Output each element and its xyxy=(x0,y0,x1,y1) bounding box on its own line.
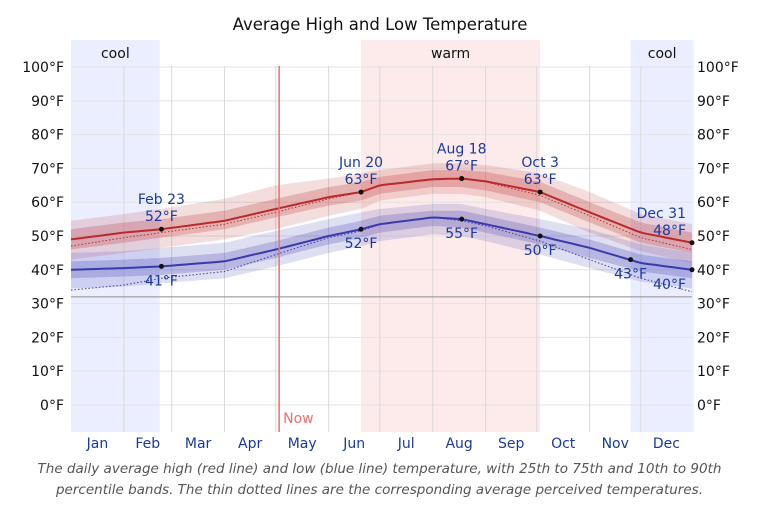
now-label: Now xyxy=(283,411,314,427)
y-tick-right-6: 60°F xyxy=(697,195,730,211)
month-label-oct: Oct xyxy=(551,436,576,452)
month-label-may: May xyxy=(288,436,317,452)
low-average-line xyxy=(70,216,693,271)
season-label-1: warm xyxy=(431,46,470,62)
y-tick-right-3: 30°F xyxy=(697,297,730,313)
annotation-value-2: 63°F xyxy=(345,172,378,188)
annotation-date-2: Jun 20 xyxy=(338,155,383,171)
grid xyxy=(71,66,692,432)
annotation-value-3: 52°F xyxy=(345,236,378,252)
y-tick-right-5: 50°F xyxy=(697,229,730,245)
y-tick-left-7: 70°F xyxy=(31,161,64,177)
annotation-value-1: 41°F xyxy=(145,273,178,289)
y-tick-left-8: 80°F xyxy=(31,128,64,144)
month-label-sep: Sep xyxy=(498,436,525,452)
annotation-point-6 xyxy=(537,189,543,195)
y-tick-left-10: 100°F xyxy=(22,60,64,76)
y-tick-left-2: 20°F xyxy=(31,330,64,346)
annotation-value-5: 55°F xyxy=(445,226,478,242)
y-tick-left-9: 90°F xyxy=(31,94,64,110)
y-tick-left-3: 30°F xyxy=(31,297,64,313)
annotation-point-4 xyxy=(459,176,465,182)
month-label-apr: Apr xyxy=(238,436,262,452)
y-tick-left-1: 10°F xyxy=(31,364,64,380)
annotation-point-9 xyxy=(689,240,695,246)
month-label-feb: Feb xyxy=(135,436,160,452)
month-label-jul: Jul xyxy=(397,436,415,452)
annotation-point-10 xyxy=(689,267,695,273)
annotation-date-4: Aug 18 xyxy=(437,142,487,158)
annotation-point-3 xyxy=(358,226,364,232)
chart-caption: The daily average high (red line) and lo… xyxy=(37,461,722,498)
annotation-value-0: 52°F xyxy=(145,209,178,225)
annotation-value-4: 67°F xyxy=(445,159,478,175)
y-tick-right-10: 100°F xyxy=(697,60,739,76)
annotation-point-0 xyxy=(158,226,164,232)
annotation-date-6: Oct 3 xyxy=(521,155,559,171)
y-tick-left-4: 40°F xyxy=(31,263,64,279)
month-label-dec: Dec xyxy=(653,436,680,452)
low-band-10-90 xyxy=(71,203,692,289)
axes: Jan Feb Mar Apr May Jun Jul Aug Sep Oct Nov Dec Now 0… xyxy=(22,60,739,452)
annotation-point-2 xyxy=(358,189,364,195)
y-tick-right-8: 80°F xyxy=(697,128,730,144)
annotation-value-8: 43°F xyxy=(614,267,647,283)
month-label-jun: Jun xyxy=(342,436,365,452)
annotation-point-7 xyxy=(537,233,543,239)
chart-title: Average High and Low Temperature xyxy=(233,15,528,34)
annotation-point-5 xyxy=(459,216,465,222)
month-label-jan: Jan xyxy=(86,436,109,452)
series-lines xyxy=(70,177,693,293)
high-average-line xyxy=(70,177,693,244)
month-label-aug: Aug xyxy=(445,436,472,452)
season-label-2: cool xyxy=(648,46,677,62)
annotation-value-10: 40°F xyxy=(653,277,686,293)
high-band-10-90 xyxy=(71,163,692,263)
annotation-point-1 xyxy=(158,263,164,269)
y-tick-right-0: 0°F xyxy=(697,398,721,414)
y-tick-left-6: 60°F xyxy=(31,195,64,211)
season-label-0: cool xyxy=(101,46,130,62)
y-tick-left-5: 50°F xyxy=(31,229,64,245)
y-tick-left-0: 0°F xyxy=(40,398,64,414)
temperature-chart: Average High and Low Temperature cool war… xyxy=(22,15,739,452)
y-tick-right-2: 20°F xyxy=(697,330,730,346)
y-tick-right-9: 90°F xyxy=(697,94,730,110)
y-tick-right-1: 10°F xyxy=(697,364,730,380)
annotation-value-6: 63°F xyxy=(524,172,557,188)
y-tick-right-7: 70°F xyxy=(697,161,730,177)
y-tick-right-4: 40°F xyxy=(697,263,730,279)
low-perceived-line xyxy=(70,217,693,293)
annotation-date-9: Dec 31 xyxy=(637,206,686,222)
annotation-value-9: 48°F xyxy=(653,223,686,239)
annotation-value-7: 50°F xyxy=(524,243,557,259)
annotation-date-0: Feb 23 xyxy=(138,192,185,208)
month-label-mar: Mar xyxy=(185,436,212,452)
month-label-nov: Nov xyxy=(602,436,629,452)
annotation-point-8 xyxy=(628,257,634,263)
